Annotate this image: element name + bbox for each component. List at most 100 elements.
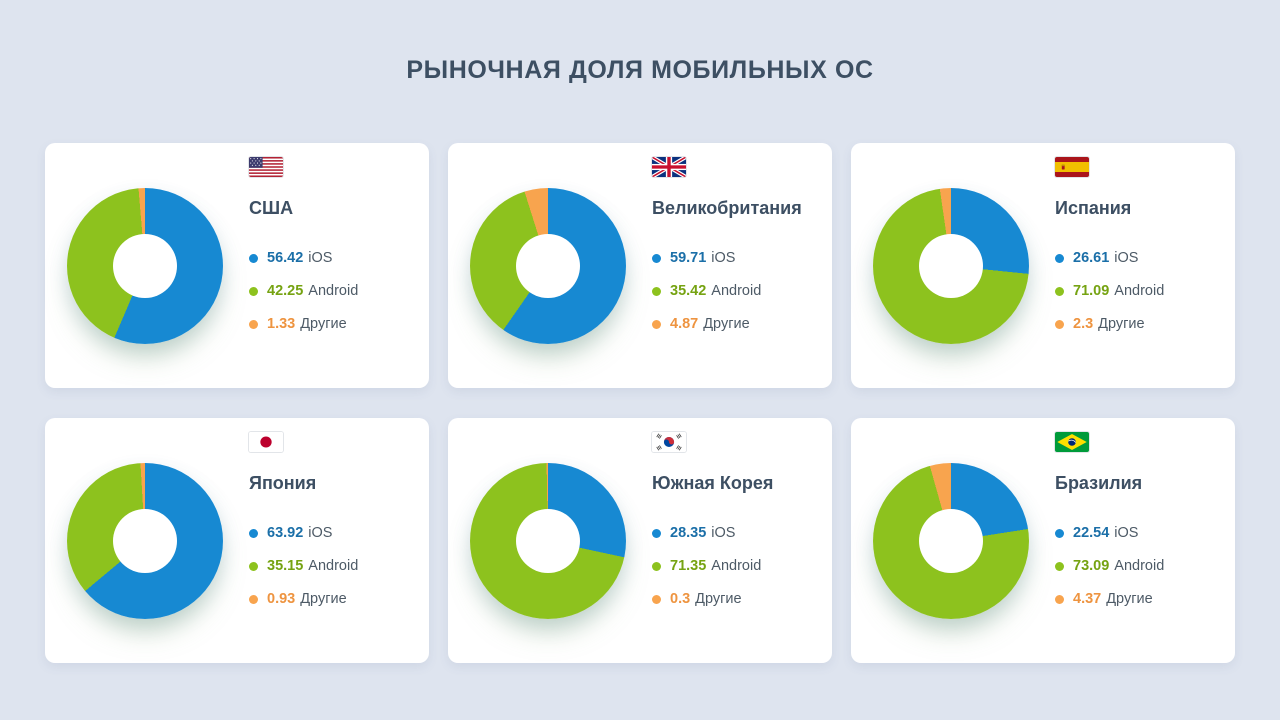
others-label: Другие xyxy=(703,316,750,332)
others-label: Другие xyxy=(1106,591,1153,607)
country-name: Япония xyxy=(249,473,317,493)
brazil-flag-icon xyxy=(1055,432,1089,452)
android-value: 71.35 xyxy=(670,558,707,574)
legend-item-ios: 56.42 iOS xyxy=(249,249,358,267)
card-info: Южная Корея 28.35 iOS 71.35 Android 0.3 … xyxy=(652,418,773,623)
country-card-japan: Япония 63.92 iOS 35.15 Android 0.93 Друг… xyxy=(45,418,429,663)
legend: 63.92 iOS 35.15 Android 0.93 Другие xyxy=(249,524,358,608)
page-title: РЫНОЧНАЯ ДОЛЯ МОБИЛЬНЫХ ОС xyxy=(406,56,874,84)
ios-dot-icon xyxy=(652,253,661,263)
legend: 28.35 iOS 71.35 Android 0.3 Другие xyxy=(652,524,773,608)
android-dot-icon xyxy=(652,286,661,296)
legend-item-ios: 63.92 iOS xyxy=(249,524,358,542)
ios-value: 28.35 xyxy=(670,525,707,541)
others-dot-icon xyxy=(652,594,661,604)
ios-value: 56.42 xyxy=(267,250,304,266)
others-value: 0.93 xyxy=(267,591,296,607)
country-card-usa: США 56.42 iOS 42.25 Android 1.33 Другие xyxy=(45,143,429,388)
legend-item-ios: 22.54 iOS xyxy=(1055,524,1164,542)
android-label: Android xyxy=(1114,558,1165,574)
ios-dot-icon xyxy=(249,253,258,263)
others-value: 0.3 xyxy=(670,591,691,607)
android-label: Android xyxy=(711,558,762,574)
android-value: 73.09 xyxy=(1073,558,1110,574)
legend-item-android: 42.25 Android xyxy=(249,282,358,300)
legend: 26.61 iOS 71.09 Android 2.3 Другие xyxy=(1055,249,1164,333)
ios-value: 63.92 xyxy=(267,525,304,541)
android-value: 42.25 xyxy=(267,283,304,299)
legend-item-others: 0.93 Другие xyxy=(249,590,358,608)
others-value: 2.3 xyxy=(1073,316,1094,332)
legend-item-android: 71.09 Android xyxy=(1055,282,1164,300)
legend-item-android: 71.35 Android xyxy=(652,557,773,575)
donut-hole xyxy=(516,233,580,298)
android-dot-icon xyxy=(1055,286,1064,296)
ios-label: iOS xyxy=(308,525,333,541)
legend-item-android: 35.42 Android xyxy=(652,282,802,300)
legend-item-ios: 59.71 iOS xyxy=(652,249,802,267)
ios-dot-icon xyxy=(1055,528,1064,538)
android-value: 71.09 xyxy=(1073,283,1110,299)
ios-label: iOS xyxy=(308,250,333,266)
country-name: США xyxy=(249,198,294,218)
legend-item-ios: 26.61 iOS xyxy=(1055,249,1164,267)
donut-chart-spain xyxy=(873,187,1029,344)
card-info: США 56.42 iOS 42.25 Android 1.33 Другие xyxy=(249,143,358,348)
legend: 59.71 iOS 35.42 Android 4.87 Другие xyxy=(652,249,802,333)
legend-item-others: 2.3 Другие xyxy=(1055,315,1164,333)
donut-chart-japan xyxy=(67,462,223,619)
donut-chart-uk xyxy=(470,187,626,344)
country-name: Бразилия xyxy=(1055,473,1143,493)
ios-value: 59.71 xyxy=(670,250,707,266)
legend: 56.42 iOS 42.25 Android 1.33 Другие xyxy=(249,249,358,333)
ios-dot-icon xyxy=(249,528,258,538)
cards-grid: США 56.42 iOS 42.25 Android 1.33 Другие xyxy=(45,143,1235,663)
others-value: 4.37 xyxy=(1073,591,1102,607)
others-dot-icon xyxy=(249,594,258,604)
others-label: Другие xyxy=(695,591,742,607)
android-value: 35.15 xyxy=(267,558,304,574)
legend: 22.54 iOS 73.09 Android 4.37 Другие xyxy=(1055,524,1164,608)
ios-dot-icon xyxy=(1055,253,1064,263)
ios-label: iOS xyxy=(711,250,736,266)
donut-hole xyxy=(919,233,983,298)
country-card-south-korea: Южная Корея 28.35 iOS 71.35 Android 0.3 … xyxy=(448,418,832,663)
japan-flag-icon xyxy=(249,432,283,452)
legend-item-ios: 28.35 iOS xyxy=(652,524,773,542)
others-dot-icon xyxy=(1055,319,1064,329)
country-card-spain: Испания 26.61 iOS 71.09 Android 2.3 Друг… xyxy=(851,143,1235,388)
card-info: Япония 63.92 iOS 35.15 Android 0.93 Друг… xyxy=(249,418,358,623)
others-dot-icon xyxy=(652,319,661,329)
others-label: Другие xyxy=(1098,316,1145,332)
legend-item-others: 1.33 Другие xyxy=(249,315,358,333)
android-label: Android xyxy=(308,558,359,574)
ios-value: 26.61 xyxy=(1073,250,1110,266)
country-name: Южная Корея xyxy=(652,473,774,493)
others-value: 1.33 xyxy=(267,316,296,332)
others-value: 4.87 xyxy=(670,316,699,332)
legend-item-android: 73.09 Android xyxy=(1055,557,1164,575)
card-info: Испания 26.61 iOS 71.09 Android 2.3 Друг… xyxy=(1055,143,1164,348)
uk-flag-icon xyxy=(652,157,686,177)
ios-label: iOS xyxy=(711,525,736,541)
spain-flag-icon xyxy=(1055,157,1089,177)
donut-hole xyxy=(919,508,983,573)
country-card-uk: Великобритания 59.71 iOS 35.42 Android 4… xyxy=(448,143,832,388)
android-dot-icon xyxy=(652,561,661,571)
android-label: Android xyxy=(1114,283,1165,299)
card-info: Бразилия 22.54 iOS 73.09 Android 4.37 Др… xyxy=(1055,418,1164,623)
donut-chart-south-korea xyxy=(470,462,626,619)
ios-value: 22.54 xyxy=(1073,525,1110,541)
donut-hole xyxy=(113,233,177,298)
south-korea-flag-icon xyxy=(652,432,686,452)
others-label: Другие xyxy=(300,316,347,332)
donut-hole xyxy=(516,508,580,573)
donut-hole xyxy=(113,508,177,573)
legend-item-others: 4.37 Другие xyxy=(1055,590,1164,608)
card-info: Великобритания 59.71 iOS 35.42 Android 4… xyxy=(652,143,802,348)
android-dot-icon xyxy=(249,286,258,296)
legend-item-android: 35.15 Android xyxy=(249,557,358,575)
donut-chart-usa xyxy=(67,187,223,344)
legend-item-others: 4.87 Другие xyxy=(652,315,802,333)
country-card-brazil: Бразилия 22.54 iOS 73.09 Android 4.37 Др… xyxy=(851,418,1235,663)
